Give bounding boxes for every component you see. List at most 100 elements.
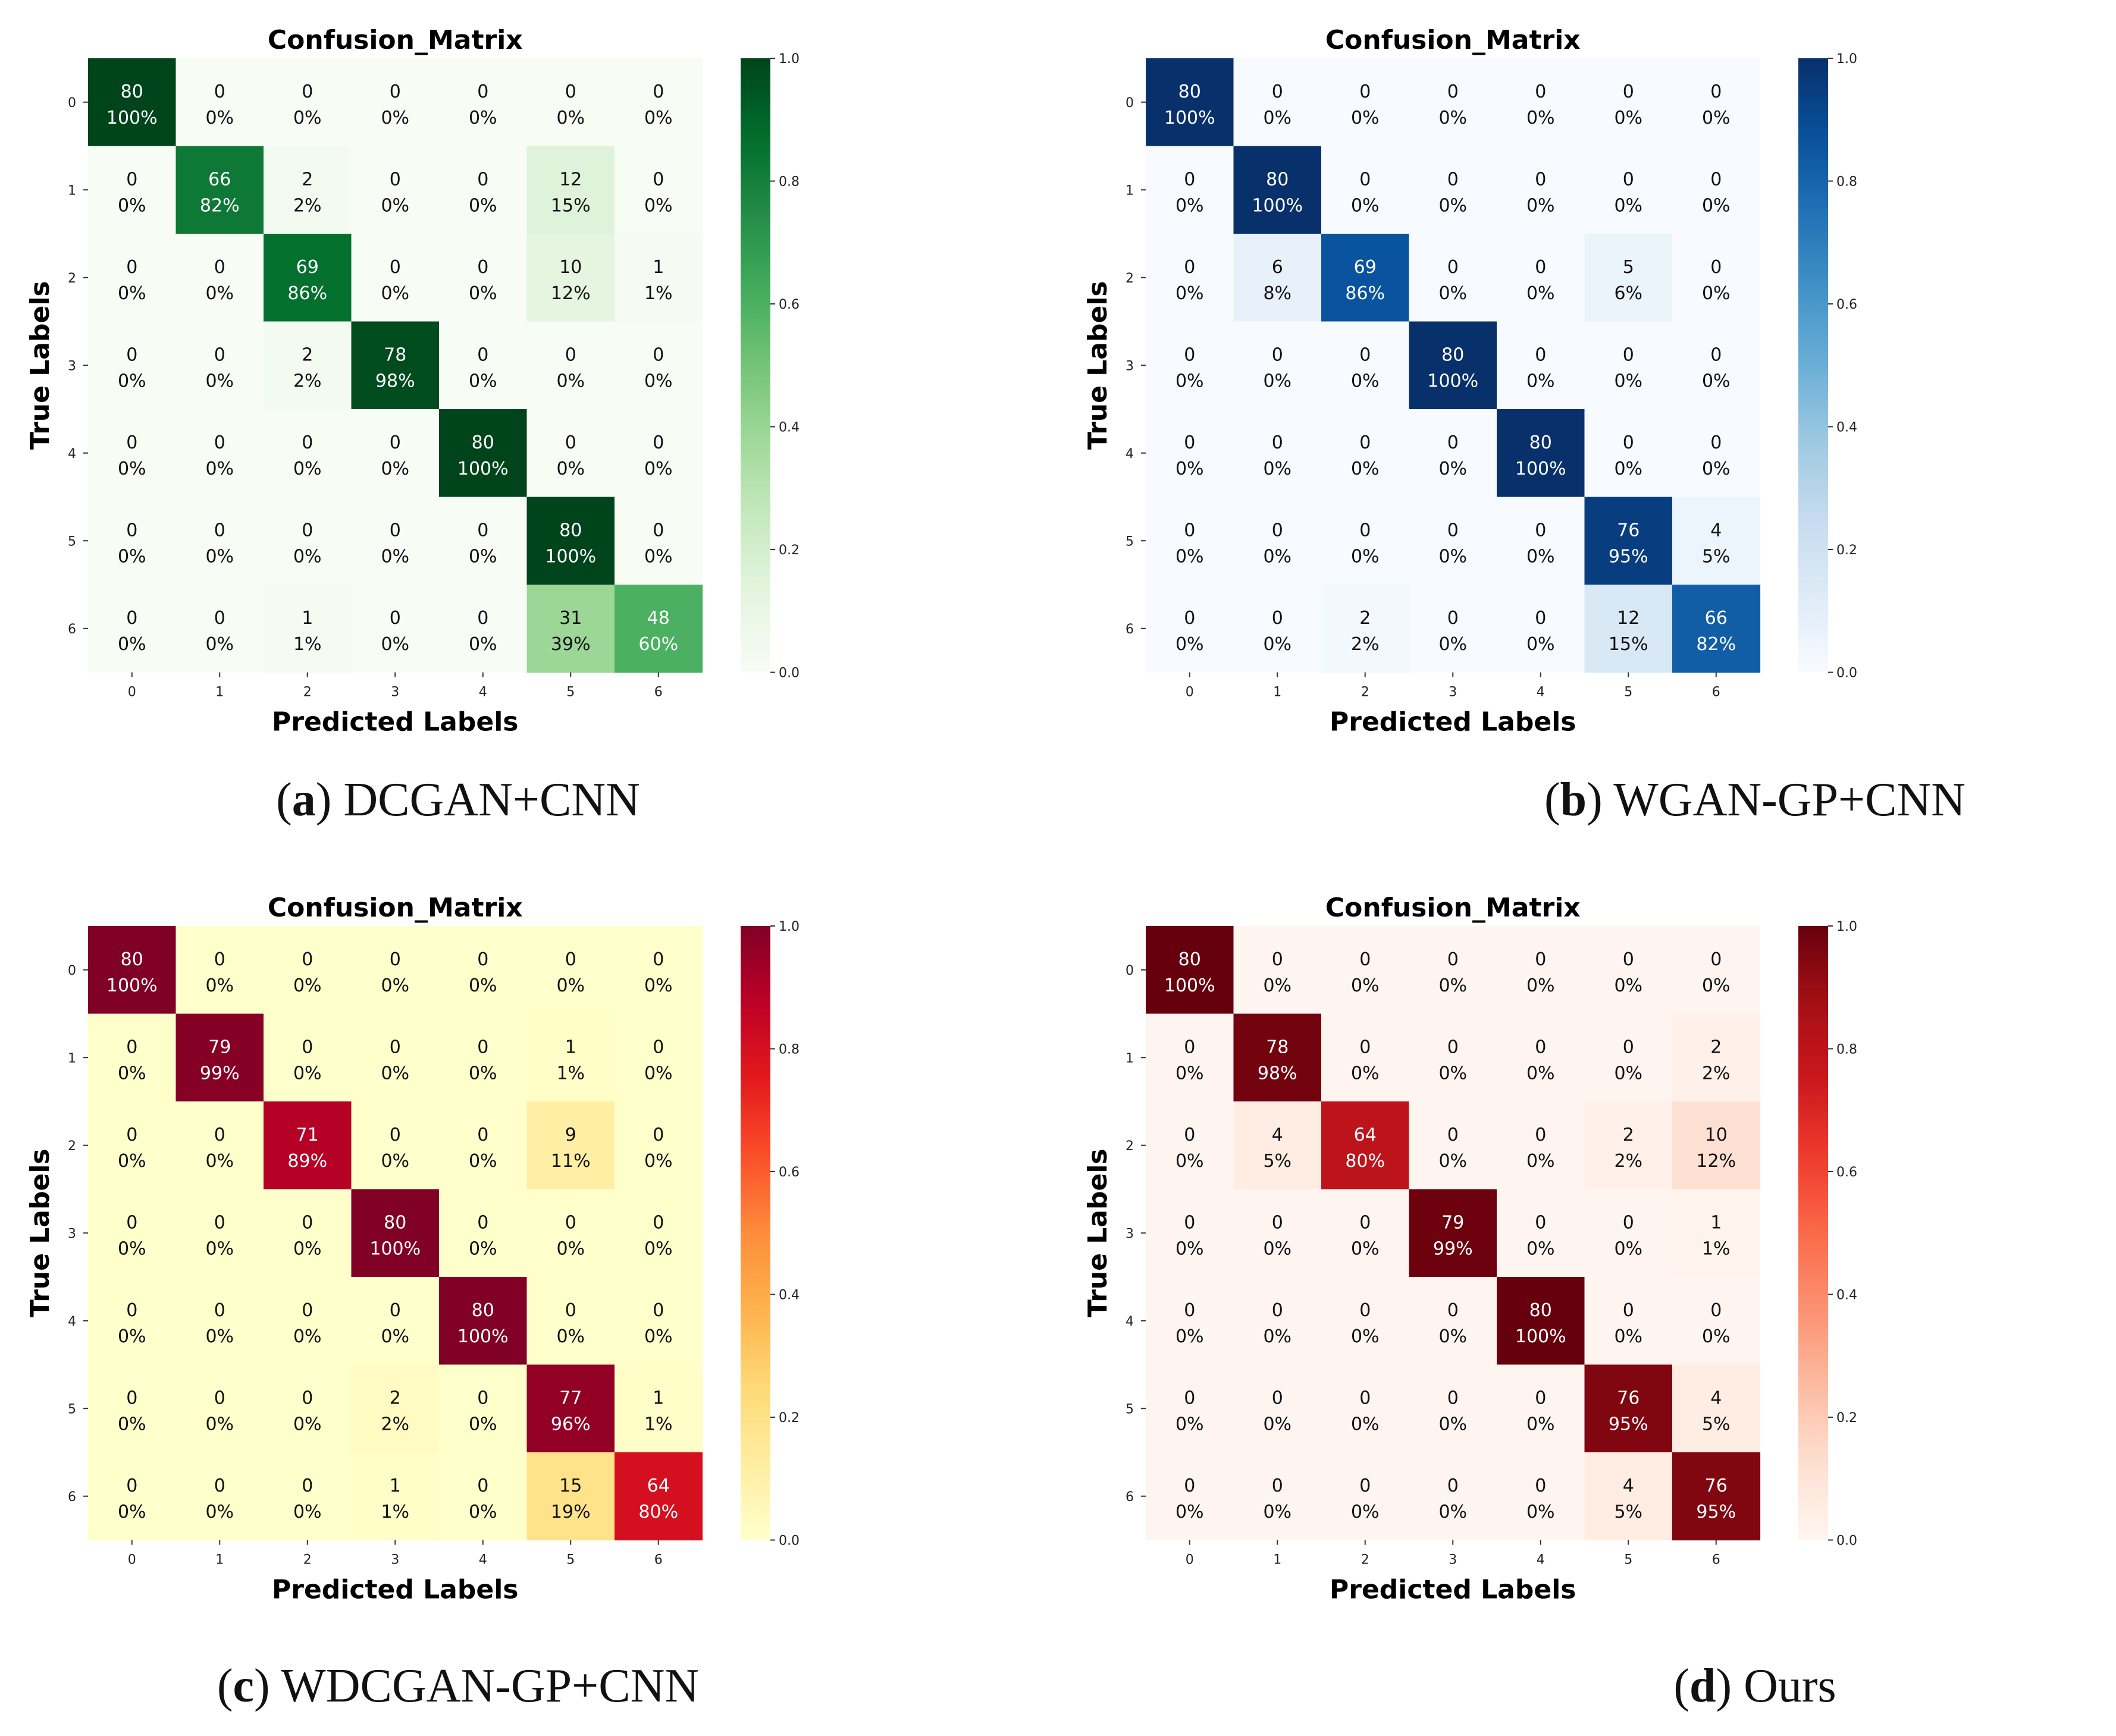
cell-percent: 0% <box>1438 108 1467 128</box>
heatmap-cell <box>351 497 440 585</box>
cell-percent: 0% <box>1526 634 1555 655</box>
colorbar-tick-label: 0.0 <box>779 666 800 681</box>
cell-count: 78 <box>1266 1037 1289 1057</box>
cell-percent: 0% <box>1614 371 1642 391</box>
cell-count: 2 <box>1623 1125 1634 1145</box>
cell-count: 0 <box>477 1387 488 1408</box>
cell-count: 0 <box>653 1037 664 1057</box>
cell-count: 0 <box>1447 520 1459 541</box>
cell-count: 0 <box>1623 1212 1634 1233</box>
cell-count: 0 <box>1447 257 1459 278</box>
y-tick-label: 6 <box>1126 1490 1134 1505</box>
heatmap-cell <box>1672 1101 1761 1190</box>
cell-percent: 0% <box>1614 1238 1642 1259</box>
cell-percent: 0% <box>1263 1414 1291 1434</box>
cell-percent: 0% <box>644 546 673 567</box>
cell-count: 0 <box>390 81 401 102</box>
x-axis-label: Predicted Labels <box>1330 1575 1576 1605</box>
heatmap-cell <box>264 1013 352 1102</box>
cell-percent: 0% <box>1526 975 1555 996</box>
colorbar-tick-label: 0.4 <box>779 1288 800 1303</box>
heatmap-cell <box>1584 321 1673 410</box>
heatmap-cell <box>1321 146 1410 234</box>
cell-percent: 0% <box>293 1502 322 1522</box>
cell-count: 2 <box>1359 608 1371 629</box>
colorbar-tick-label: 0.8 <box>1836 175 1857 190</box>
cell-count: 0 <box>302 520 313 541</box>
cell-count: 0 <box>390 169 401 190</box>
cell-count: 0 <box>126 1125 137 1145</box>
cell-percent: 0% <box>469 1238 497 1259</box>
heatmap-cell <box>1321 585 1410 673</box>
cell-count: 80 <box>472 1300 494 1321</box>
cell-count: 0 <box>1447 81 1459 102</box>
cell-percent: 0% <box>1614 108 1642 128</box>
heatmap-cell <box>351 1101 440 1190</box>
heatmap-cell <box>1672 1277 1761 1365</box>
y-tick-label: 0 <box>1126 963 1134 978</box>
cell-percent: 15% <box>1609 634 1648 655</box>
cell-count: 0 <box>653 1125 664 1145</box>
cell-count: 0 <box>1272 1300 1283 1321</box>
heatmap-cell <box>615 409 703 498</box>
heatmap-cell <box>264 926 352 1015</box>
heatmap-cell <box>1497 1101 1585 1190</box>
cell-percent: 0% <box>1175 459 1204 479</box>
cell-percent: 0% <box>1526 1502 1555 1522</box>
cell-percent: 0% <box>1263 1238 1291 1259</box>
caption-b-text: WGAN-GP+CNN <box>1613 774 1966 826</box>
cell-count: 0 <box>1447 432 1459 453</box>
cell-percent: 100% <box>369 1238 421 1259</box>
cell-percent: 0% <box>1614 1063 1642 1084</box>
cell-count: 4 <box>1710 1387 1722 1408</box>
cell-count: 0 <box>1272 608 1283 629</box>
cell-percent: 0% <box>1263 975 1291 996</box>
cell-count: 0 <box>126 344 137 365</box>
cell-count: 0 <box>1184 1387 1195 1408</box>
cell-count: 0 <box>126 1212 137 1233</box>
heatmap-cell <box>1497 1452 1585 1541</box>
cell-percent: 0% <box>205 975 234 996</box>
cell-percent: 1% <box>644 283 673 304</box>
cell-percent: 0% <box>205 1414 234 1434</box>
heatmap-cell <box>264 58 352 147</box>
cell-count: 0 <box>653 1212 664 1233</box>
cell-count: 0 <box>653 949 664 970</box>
cell-count: 66 <box>1705 608 1728 629</box>
cell-count: 69 <box>296 257 319 278</box>
cell-percent: 0% <box>1702 195 1731 216</box>
heatmap-cell <box>526 409 615 498</box>
heatmap-cell <box>615 58 703 147</box>
cell-count: 80 <box>121 949 143 970</box>
heatmap-cell <box>526 1277 615 1365</box>
cell-percent: 5% <box>1263 1151 1291 1172</box>
cell-count: 0 <box>126 432 137 453</box>
heatmap-cell <box>175 146 264 234</box>
cell-percent: 0% <box>1263 371 1291 391</box>
cell-percent: 0% <box>1438 546 1467 567</box>
cell-count: 0 <box>214 520 225 541</box>
x-tick-label: 6 <box>654 1553 663 1568</box>
cell-count: 0 <box>390 520 401 541</box>
y-tick-label: 2 <box>1126 1139 1134 1154</box>
cell-percent: 100% <box>106 108 158 128</box>
x-tick-label: 0 <box>128 685 136 700</box>
cell-count: 0 <box>390 432 401 453</box>
cell-count: 0 <box>1535 1476 1546 1496</box>
cell-count: 1 <box>653 1387 664 1408</box>
heatmap-svg: Confusion_Matrix80100%00%00%00%00%00%00%… <box>25 893 800 1605</box>
heatmap-cell <box>1672 409 1761 498</box>
heatmap-cell <box>615 497 703 585</box>
cell-percent: 0% <box>1351 195 1380 216</box>
y-tick-label: 5 <box>1126 534 1134 549</box>
cell-count: 48 <box>647 608 670 629</box>
heatmap-cell <box>88 1277 177 1365</box>
heatmap-cell <box>1146 321 1234 410</box>
chart-title: Confusion_Matrix <box>268 893 523 923</box>
cell-percent: 100% <box>457 1326 509 1347</box>
cell-percent: 0% <box>1351 975 1380 996</box>
cell-count: 0 <box>565 1212 576 1233</box>
heatmap-cell <box>1584 1101 1673 1190</box>
cell-count: 0 <box>1710 257 1722 278</box>
chart-title: Confusion_Matrix <box>1325 893 1581 923</box>
